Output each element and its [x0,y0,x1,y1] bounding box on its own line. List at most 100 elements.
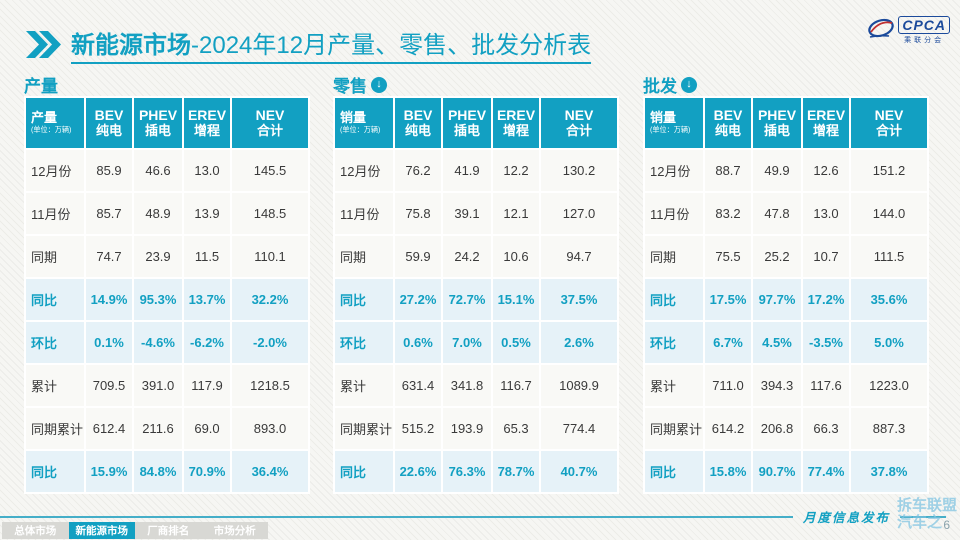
tab-nev-market[interactable]: 新能源市场 [68,522,135,539]
data-cell: 6.7% [705,322,751,363]
column-header: NEV 合计 [541,98,617,148]
data-cell: 1223.0 [851,365,927,406]
data-cell: 15.1% [493,279,539,320]
data-cell: 70.9% [184,451,230,492]
column-header-cn: 插电 [763,122,790,138]
column-header-cn: 纯电 [404,122,431,138]
row-label: 累计 [335,365,393,406]
data-cell: 69.0 [184,408,230,449]
data-cell: 75.5 [705,236,751,277]
data-cell: 59.9 [395,236,441,277]
down-arrow-icon: ↓ [371,76,387,93]
column-header-en: PHEV [447,107,487,124]
page-title-prefix: 新能源市场 [71,32,191,59]
column-header: BEV 纯电 [705,98,751,148]
column-header: PHEV 插电 [443,98,491,148]
data-cell: 0.5% [493,322,539,363]
table-row: 累计 631.4 341.8 116.7 1089.9 [335,365,617,406]
unit-note: (单位：万辆) [340,125,381,134]
data-cell: 11.5 [184,236,230,277]
footer-rule: 月度信息发布 [0,507,946,526]
corner-label: 销量 [650,110,677,126]
footer-rule-right [900,515,946,518]
release-label: 月度信息发布 [802,510,890,525]
row-label: 同期累计 [26,408,84,449]
data-cell: 49.9 [753,150,801,191]
column-header: NEV 合计 [232,98,308,148]
cpca-swoosh-icon [868,18,895,38]
column-header: PHEV 插电 [753,98,801,148]
data-cell: 94.7 [541,236,617,277]
data-cell: 97.7% [753,279,801,320]
data-cell: 631.4 [395,365,441,406]
tab-market-analysis[interactable]: 市场分析 [201,522,268,539]
row-label: 同比 [645,451,703,492]
column-header-cn: 合计 [875,122,902,138]
table-row: 累计 711.0 394.3 117.6 1223.0 [645,365,927,406]
column-header-en: PHEV [138,107,178,124]
data-cell: 65.3 [493,408,539,449]
data-cell: 117.6 [803,365,849,406]
data-cell: -4.6% [134,322,182,363]
double-chevron-icon [26,31,61,58]
data-cell: 77.4% [803,451,849,492]
column-header: PHEV 插电 [134,98,182,148]
header-row: 销量 (单位：万辆) BEV 纯电 PHEV 插电 EREV 增程 NEV 合计 [335,98,617,148]
data-cell: 24.2 [443,236,491,277]
header-row: 销量 (单位：万辆) BEV 纯电 PHEV 插电 EREV 增程 NEV 合计 [645,98,927,148]
table-row: 环比 0.6% 7.0% 0.5% 2.6% [335,322,617,363]
column-header-cn: 增程 [812,122,839,138]
column-header-en: PHEV [757,107,797,124]
row-label: 同比 [335,451,393,492]
table-row: 12月份 76.2 41.9 12.2 130.2 [335,150,617,191]
data-cell: 90.7% [753,451,801,492]
corner-label: 产量 [31,110,58,126]
page-number: 6 [943,518,950,532]
row-label: 12月份 [645,150,703,191]
data-cell: 12.6 [803,150,849,191]
column-header-cn: 插电 [144,122,171,138]
data-cell: 35.6% [851,279,927,320]
section-production: 产量 [24,72,58,97]
table-row: 环比 0.1% -4.6% -6.2% -2.0% [26,322,308,363]
data-cell: 22.6% [395,451,441,492]
production-table: 产量 (单位：万辆) BEV 纯电 PHEV 插电 EREV 增程 NEV 合计 12月份 85.9 4… [24,96,310,494]
data-cell: 887.3 [851,408,927,449]
data-cell: 27.2% [395,279,441,320]
section-production-label: 产量 [24,77,58,96]
table-row: 11月份 85.7 48.9 13.9 148.5 [26,193,308,234]
cpca-logo-name: CPCA [898,16,950,34]
unit-note: (单位：万辆) [650,125,691,134]
corner-header: 销量 (单位：万辆) [335,98,393,148]
data-cell: 148.5 [232,193,308,234]
table-row: 同期 59.9 24.2 10.6 94.7 [335,236,617,277]
data-cell: 111.5 [851,236,927,277]
row-label: 11月份 [645,193,703,234]
data-cell: 15.8% [705,451,751,492]
column-header-cn: 纯电 [95,122,122,138]
table-row: 同比 17.5% 97.7% 17.2% 35.6% [645,279,927,320]
data-cell: 2.6% [541,322,617,363]
table-row: 同期累计 614.2 206.8 66.3 887.3 [645,408,927,449]
data-cell: 40.7% [541,451,617,492]
row-label: 11月份 [26,193,84,234]
column-header: EREV 增程 [184,98,230,148]
column-header: NEV 合计 [851,98,927,148]
table-row: 同期累计 612.4 211.6 69.0 893.0 [26,408,308,449]
data-cell: 4.5% [753,322,801,363]
data-cell: 10.6 [493,236,539,277]
row-label: 同期 [645,236,703,277]
column-header-en: BEV [713,107,743,124]
data-cell: 66.3 [803,408,849,449]
wholesale-table: 销量 (单位：万辆) BEV 纯电 PHEV 插电 EREV 增程 NEV 合计 12月份 88.7 4… [643,96,929,494]
row-label: 同比 [26,451,84,492]
footer-rule-left [0,515,793,518]
column-header: BEV 纯电 [86,98,132,148]
column-header-en: NEV [874,107,904,124]
data-cell: -6.2% [184,322,230,363]
tab-oem-ranking[interactable]: 厂商排名 [135,522,202,539]
table-row: 同期 74.7 23.9 11.5 110.1 [26,236,308,277]
data-cell: 341.8 [443,365,491,406]
data-cell: 47.8 [753,193,801,234]
tab-overall-market[interactable]: 总体市场 [2,522,69,539]
